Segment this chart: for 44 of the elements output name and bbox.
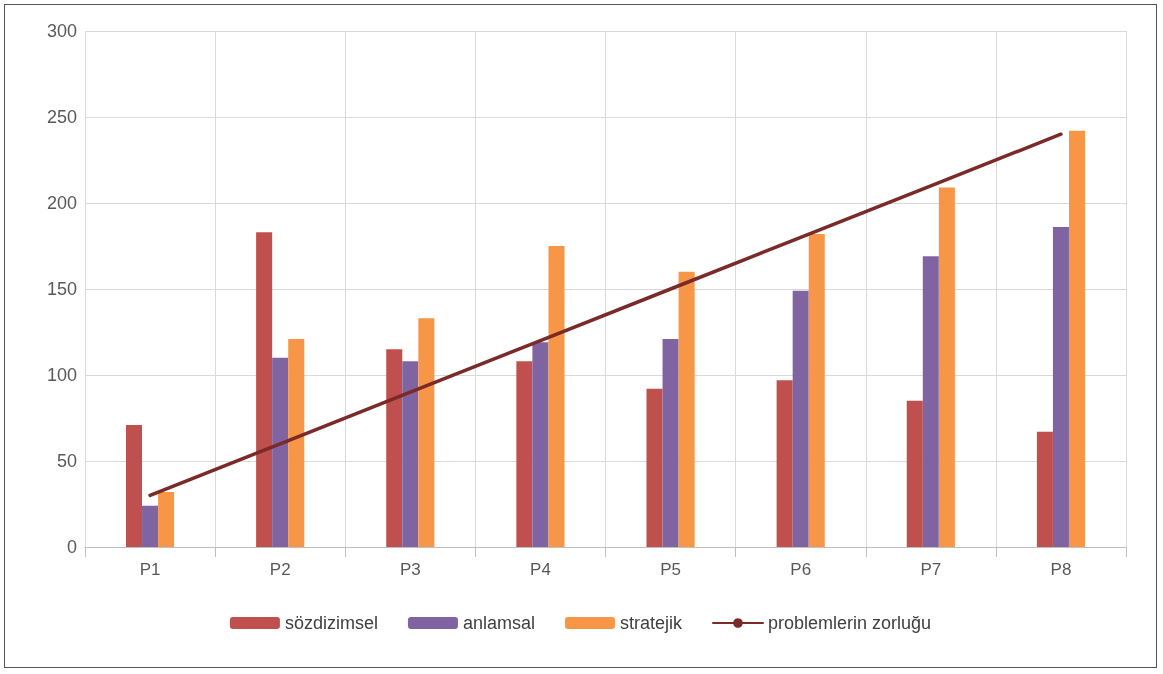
bar: [662, 338, 679, 547]
bar: [646, 388, 663, 547]
bar: [678, 271, 695, 547]
y-tick-label: 200: [46, 193, 77, 213]
bar: [906, 400, 923, 547]
bar: [548, 246, 565, 547]
bar: [386, 349, 403, 547]
bar: [792, 290, 809, 547]
bar: [402, 361, 419, 547]
line-series: [148, 132, 1063, 498]
y-tick-label: 150: [46, 279, 77, 299]
bar: [288, 338, 305, 547]
y-tick-label: 100: [46, 365, 77, 385]
y-tick-label: 0: [66, 537, 77, 557]
bar: [1068, 130, 1086, 547]
x-tick-label: P3: [399, 560, 421, 579]
bar: [1052, 227, 1069, 547]
bar: [125, 424, 143, 547]
x-tick-label: P5: [660, 560, 681, 579]
x-tick-label: P2: [269, 560, 291, 579]
y-tick-label: 300: [46, 21, 77, 41]
bar: [142, 505, 159, 547]
bar: [776, 380, 793, 547]
x-tick-label: P1: [139, 560, 161, 579]
bar: [938, 187, 955, 547]
legend-label: anlamsal: [462, 613, 535, 633]
bar: [516, 361, 533, 547]
bar: [256, 232, 273, 547]
bar: [418, 318, 435, 547]
bar: [922, 256, 939, 547]
bar: [272, 357, 289, 547]
legend-label: problemlerin zorluğu: [768, 613, 932, 633]
bar: [532, 342, 549, 547]
x-tick-label: P4: [530, 560, 551, 579]
bar: [808, 233, 825, 547]
x-tick-label: P8: [1050, 560, 1072, 579]
y-tick-label: 50: [56, 451, 77, 471]
x-tick-label: P6: [790, 560, 812, 579]
y-tick-label: 250: [46, 107, 77, 127]
legend-label: stratejik: [619, 613, 683, 633]
legend-label: sözdizimsel: [284, 613, 378, 633]
bar: [1036, 431, 1053, 547]
bar: [158, 491, 175, 547]
x-tick-label: P7: [920, 560, 942, 579]
